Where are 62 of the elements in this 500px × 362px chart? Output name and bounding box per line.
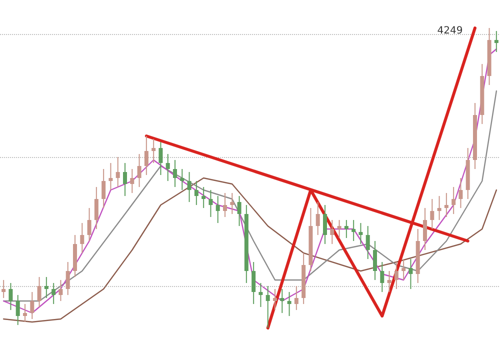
candlestick — [94, 186, 98, 230]
candlestick — [208, 190, 213, 218]
candlestick — [130, 168, 134, 194]
candlestick — [444, 192, 448, 218]
candlestick — [180, 168, 184, 190]
candlestick — [87, 208, 92, 242]
candlestick — [266, 286, 270, 328]
candlestick — [494, 30, 498, 52]
candlestick — [408, 258, 413, 290]
candlestick — [116, 156, 120, 188]
candlestick — [252, 262, 256, 304]
candlestick — [194, 180, 198, 206]
candlestick — [280, 288, 284, 314]
candlestick — [8, 282, 13, 310]
candlestick — [366, 226, 370, 260]
candlestick — [152, 138, 156, 164]
candlestick — [394, 262, 398, 290]
candlestick — [123, 162, 127, 196]
candlestick — [44, 276, 48, 298]
candlestick — [452, 186, 456, 214]
candlestick — [430, 198, 434, 230]
candlestick — [30, 292, 34, 320]
candlestick — [402, 258, 406, 280]
candlestick — [37, 276, 42, 308]
candlestick — [294, 286, 298, 310]
candlestick — [316, 202, 320, 236]
candlestick — [58, 280, 63, 302]
candlestick — [258, 282, 263, 308]
candlestick — [202, 186, 206, 208]
candlestick — [66, 262, 70, 296]
candlestick — [158, 142, 163, 176]
candlestick — [380, 262, 384, 292]
candlestick — [230, 192, 234, 214]
candlestick — [2, 280, 6, 298]
candlestick — [287, 292, 292, 316]
candlestick — [187, 172, 192, 202]
candlestick — [330, 220, 334, 244]
candlestick — [137, 154, 142, 188]
candlestick — [423, 208, 427, 250]
candlestick — [358, 222, 363, 244]
candlestick — [52, 282, 56, 304]
candlestick — [323, 204, 327, 244]
candlestick — [273, 288, 277, 310]
candlestick — [373, 240, 377, 280]
candlestick — [387, 270, 392, 292]
candlestick — [458, 178, 463, 208]
candlestick — [344, 220, 348, 238]
candlestick — [108, 162, 113, 190]
candlestick — [173, 160, 177, 188]
candlestick — [166, 154, 170, 182]
candlestick — [102, 168, 106, 208]
candlestick — [223, 192, 227, 218]
candlestick — [216, 196, 220, 224]
candlestick — [337, 220, 342, 238]
candlestick — [237, 196, 242, 226]
annotation: 4249 — [437, 26, 463, 36]
candlestick — [16, 294, 20, 326]
candlestick — [23, 304, 27, 322]
candlestick — [144, 136, 148, 176]
candlestick — [80, 222, 84, 254]
candlestick — [352, 220, 356, 242]
candlestick — [437, 196, 442, 220]
